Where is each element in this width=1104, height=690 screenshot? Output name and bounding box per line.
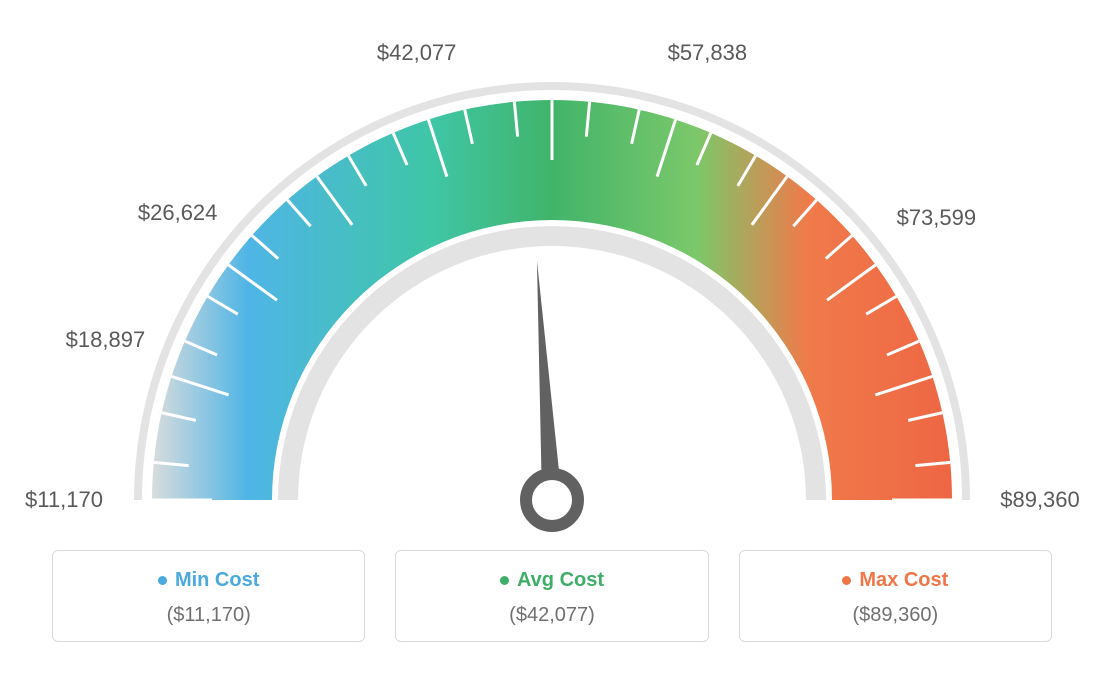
legend-title-max: Max Cost xyxy=(750,569,1041,592)
dot-icon xyxy=(500,576,509,585)
legend-title-min: Min Cost xyxy=(63,569,354,592)
gauge-tick-label: $26,624 xyxy=(138,200,218,226)
gauge-svg xyxy=(52,20,1052,540)
legend-row: Min Cost ($11,170) Avg Cost ($42,077) Ma… xyxy=(52,550,1052,642)
gauge-tick-label: $11,170 xyxy=(25,487,103,513)
dot-icon xyxy=(158,576,167,585)
legend-label-min: Min Cost xyxy=(175,569,259,592)
legend-card-max: Max Cost ($89,360) xyxy=(739,550,1052,642)
gauge-tick-label: $18,897 xyxy=(66,327,146,353)
gauge-tick-label: $73,599 xyxy=(897,205,977,231)
gauge-tick-label: $42,077 xyxy=(377,40,457,66)
gauge-tick-label: $89,360 xyxy=(1000,487,1080,513)
legend-value-min: ($11,170) xyxy=(63,604,354,627)
legend-card-avg: Avg Cost ($42,077) xyxy=(395,550,708,642)
legend-value-max: ($89,360) xyxy=(750,604,1041,627)
legend-label-avg: Avg Cost xyxy=(517,569,604,592)
legend-label-max: Max Cost xyxy=(859,569,948,592)
legend-card-min: Min Cost ($11,170) xyxy=(52,550,365,642)
dot-icon xyxy=(842,576,851,585)
legend-title-avg: Avg Cost xyxy=(406,569,697,592)
gauge-chart: $11,170$18,897$26,624$42,077$57,838$73,5… xyxy=(52,20,1052,540)
gauge-tick-label: $57,838 xyxy=(668,40,748,66)
legend-value-avg: ($42,077) xyxy=(406,604,697,627)
